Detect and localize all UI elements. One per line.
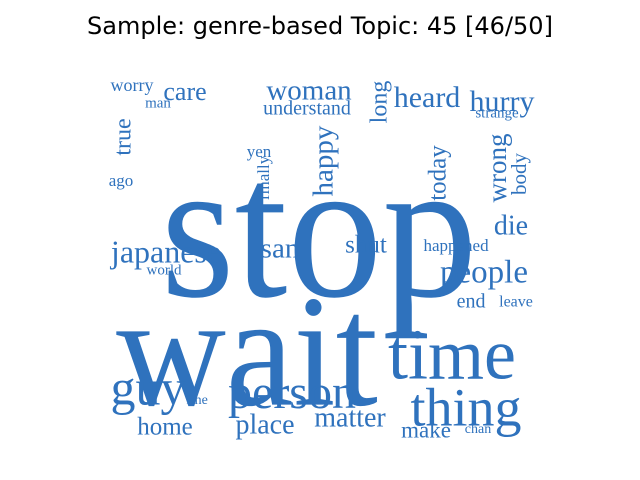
word-true: true — [111, 118, 137, 155]
word-matter: matter — [314, 402, 386, 433]
word-guy: guy — [111, 359, 186, 415]
word-happened: happened — [423, 236, 489, 255]
word-japanese: japanese — [110, 233, 221, 269]
word-die: die — [494, 210, 528, 241]
word-chan: chan — [465, 422, 491, 437]
word-place: place — [235, 409, 294, 440]
word-worry: worry — [111, 75, 154, 95]
word-happy: happy — [308, 125, 340, 196]
word-woman: woman — [266, 75, 352, 107]
word-today: today — [425, 145, 452, 201]
word-long: long — [367, 81, 393, 124]
word-understand: understand — [263, 98, 351, 120]
word-hurry: hurry — [470, 85, 535, 118]
word-body: body — [507, 153, 531, 196]
word-wait: wait — [116, 262, 378, 439]
word-finally: finally — [254, 155, 273, 200]
word-time: time — [388, 315, 516, 395]
word-stop: stop — [161, 119, 478, 340]
word-home: home — [137, 414, 193, 441]
word-world: world — [147, 262, 182, 278]
word-strange: strange — [475, 105, 519, 121]
word-person: person — [228, 366, 356, 419]
word-shut: shut — [345, 232, 387, 259]
word-san: san — [261, 233, 300, 265]
word-make: make — [401, 417, 451, 442]
word-fine: fine — [186, 393, 208, 408]
word-care: care — [163, 77, 206, 106]
word-leave: leave — [499, 294, 533, 311]
word-yen: yen — [247, 142, 272, 161]
word-heard: heard — [394, 81, 461, 114]
word-thing: thing — [410, 377, 521, 437]
word-man: man — [145, 95, 171, 111]
word-wrong: wrong — [482, 134, 512, 203]
word-people: people — [440, 255, 528, 291]
word-ago: ago — [109, 171, 134, 190]
figure-title: Sample: genre-based Topic: 45 [46/50] — [87, 12, 553, 40]
word-end: end — [457, 291, 486, 313]
